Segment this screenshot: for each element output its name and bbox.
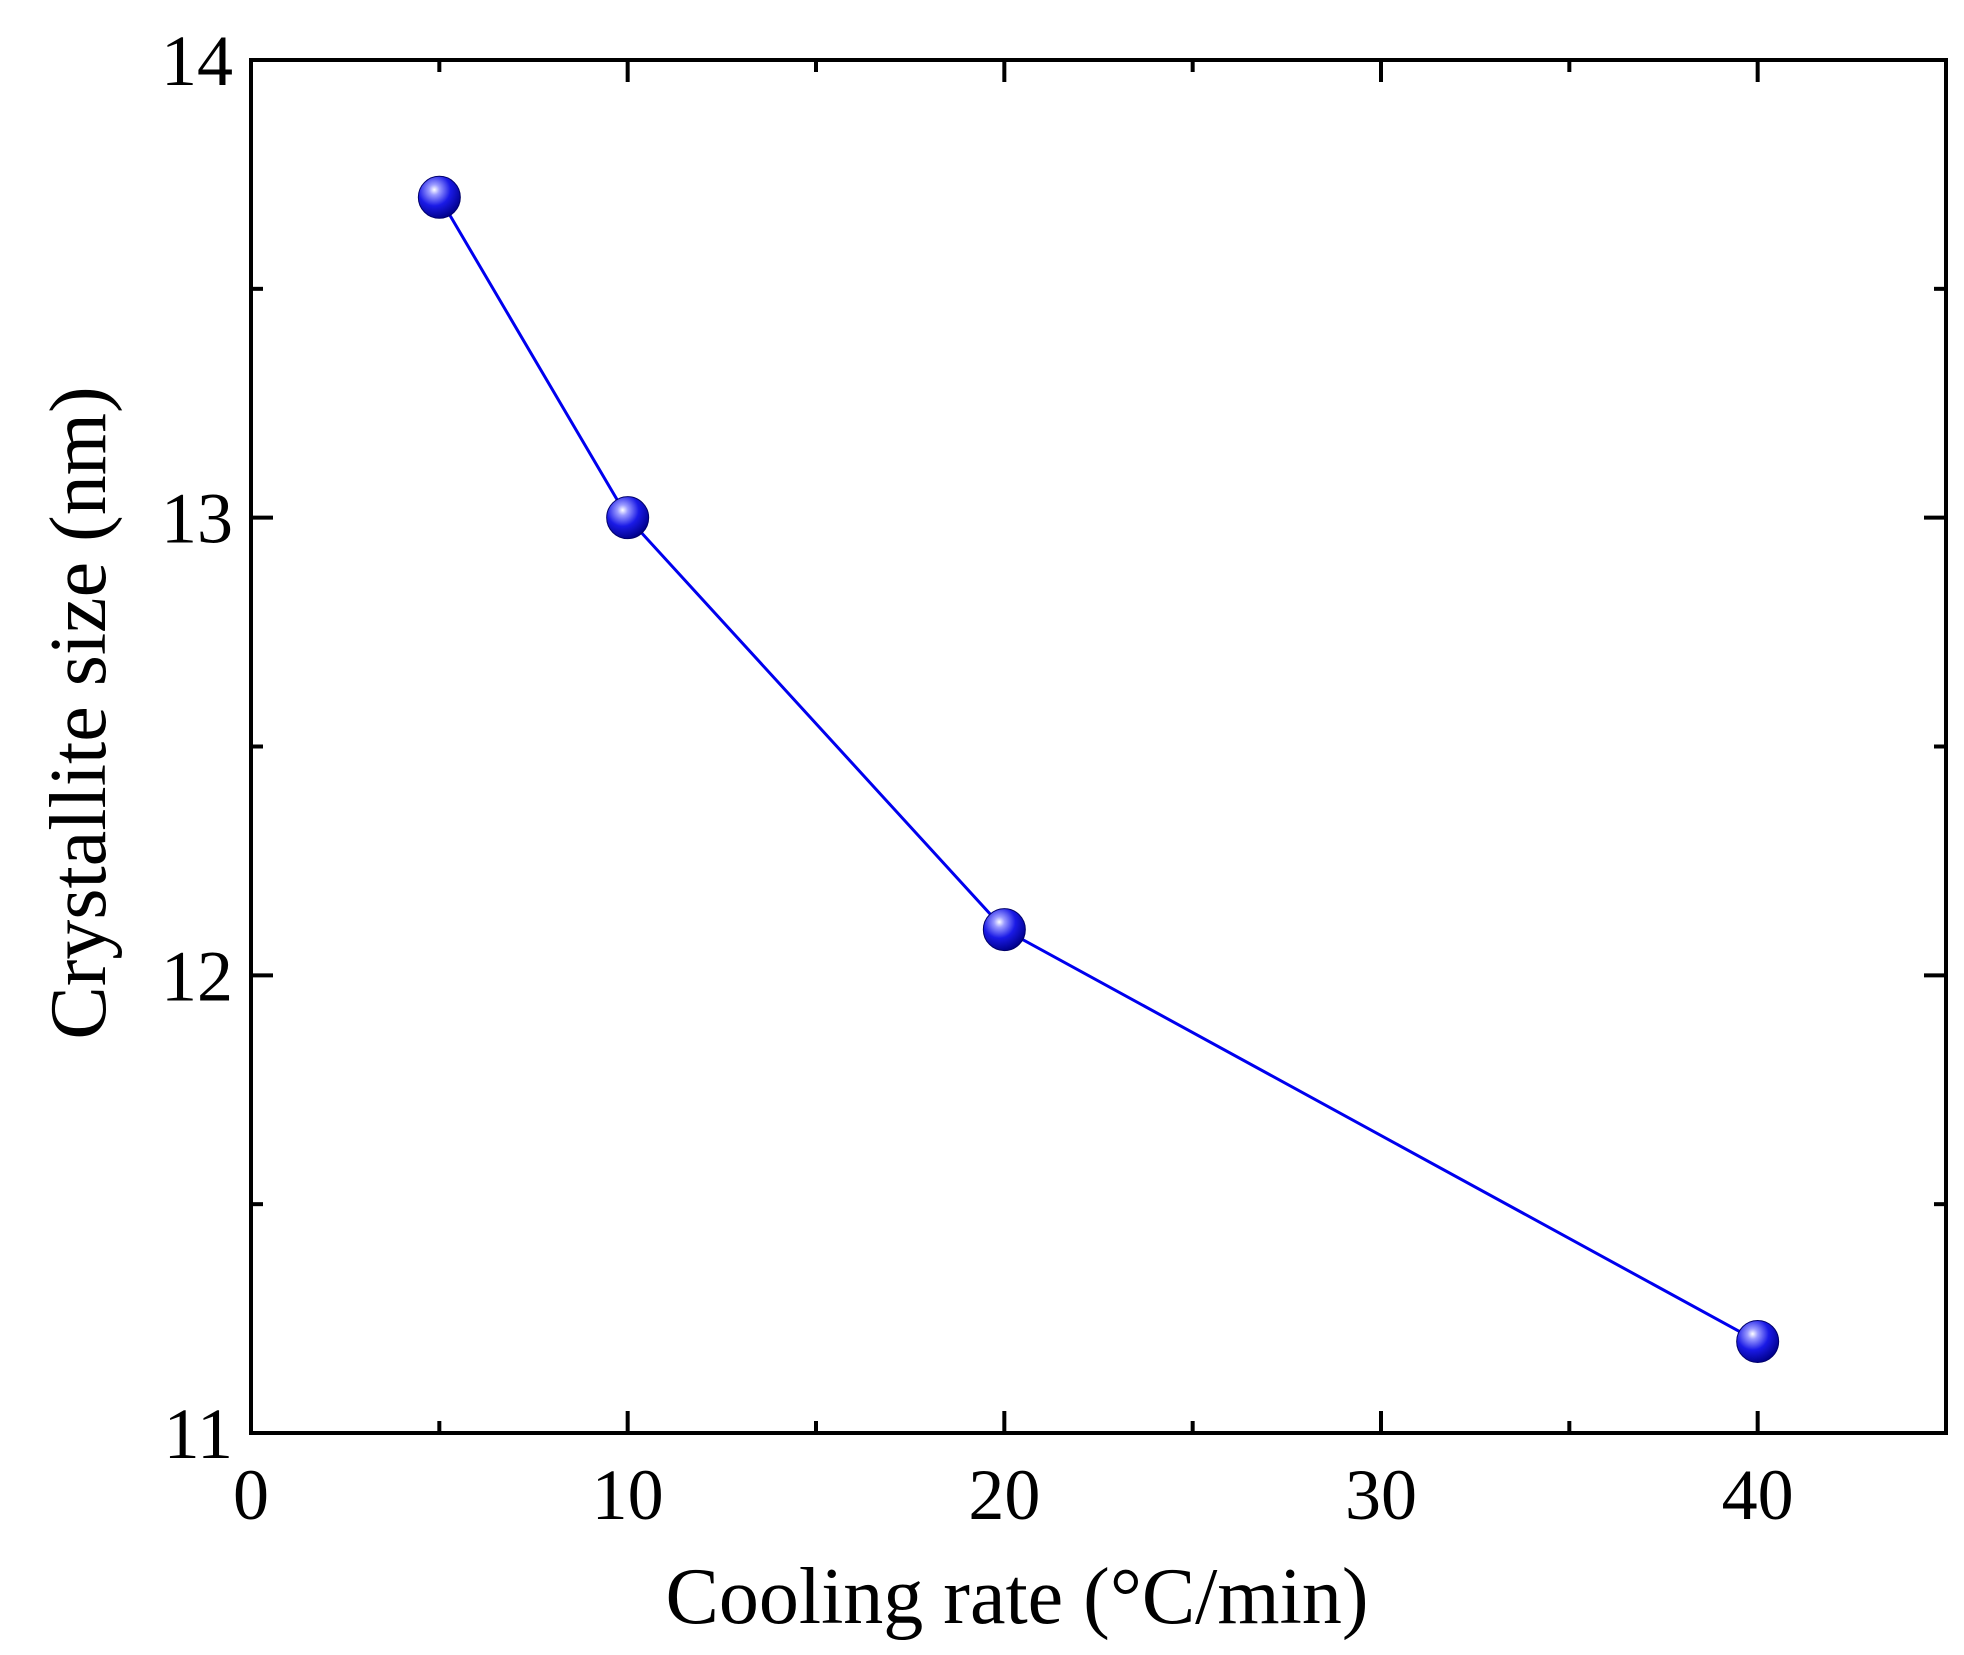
plot-frame bbox=[249, 58, 1948, 1435]
y-tick-label: 12 bbox=[161, 936, 233, 1016]
data-point bbox=[1736, 1319, 1780, 1363]
x-axis-title: Cooling rate (°C/min) bbox=[665, 1553, 1368, 1641]
y-tick-label: 14 bbox=[161, 21, 233, 101]
series-line bbox=[438, 196, 1759, 1343]
y-tick-label: 11 bbox=[164, 1394, 233, 1474]
x-tick-label: 10 bbox=[592, 1455, 664, 1535]
x-tick-label: 0 bbox=[233, 1455, 269, 1535]
data-point bbox=[606, 496, 650, 540]
data-point bbox=[417, 175, 461, 219]
y-tick-label: 13 bbox=[161, 479, 233, 559]
plot-area: 0 10 20 30 40 11 12 13 14 bbox=[161, 21, 1948, 1535]
data-point bbox=[982, 908, 1026, 952]
x-tick-label: 20 bbox=[968, 1455, 1040, 1535]
x-tick-label: 40 bbox=[1722, 1455, 1794, 1535]
y-axis-title: Crystallite size (nm) bbox=[35, 386, 123, 1039]
x-tick-label: 30 bbox=[1345, 1455, 1417, 1535]
